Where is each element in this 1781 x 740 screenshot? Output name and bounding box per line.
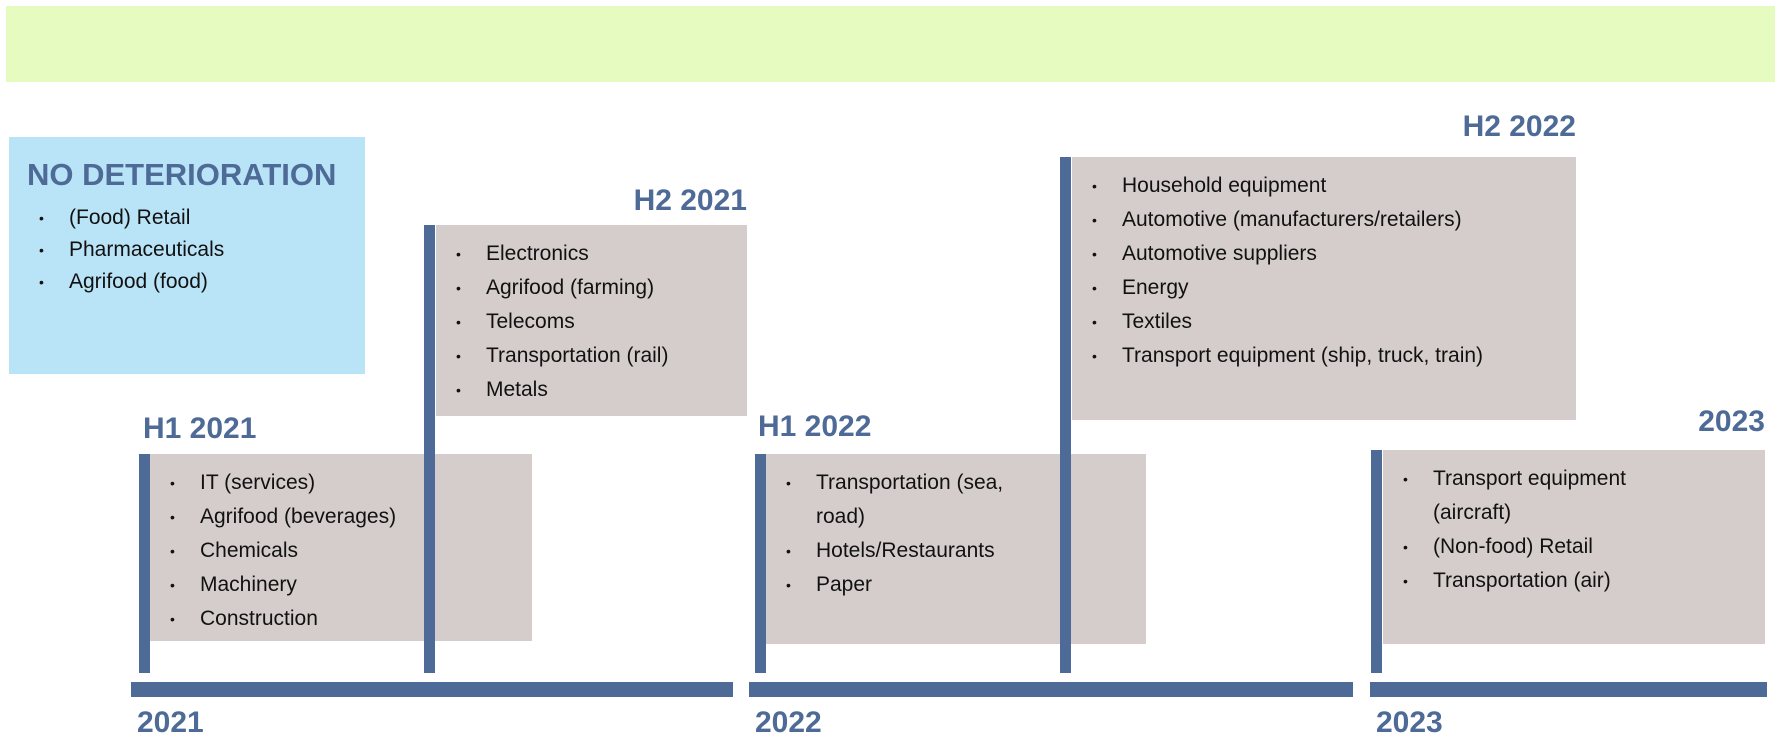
list-item: Transport equipment (aircraft) [1403,462,1703,530]
period-label: 2023 [1698,405,1765,438]
list-item: Electronics [456,237,756,271]
list-item: Automotive (manufacturers/retailers) [1092,203,1582,237]
year-label: 2023 [1376,706,1443,739]
year-label: 2021 [137,706,204,739]
item-list: Household equipmentAutomotive (manufactu… [1082,169,1582,373]
period-box: IT (services)Agrifood (beverages)Chemica… [150,454,532,641]
list-item: Machinery [170,568,540,602]
period-bar [424,225,435,673]
list-item: Construction [170,602,540,636]
period-bar [755,454,766,673]
list-item: Energy [1092,271,1582,305]
period-label: H1 2022 [758,410,872,443]
period-box: Transport equipment (aircraft)(Non-food)… [1383,450,1765,644]
list-item: Transportation (sea, road) [786,466,1046,534]
list-item: Textiles [1092,305,1582,339]
period-label: H1 2021 [143,412,257,445]
period-label: H2 2022 [1462,110,1576,143]
list-item: Hotels/Restaurants [786,534,1046,568]
period-box: ElectronicsAgrifood (farming)TelecomsTra… [436,225,747,416]
period-bar [139,454,150,673]
list-item: Agrifood (beverages) [170,500,540,534]
list-item: (Food) Retail [39,202,365,234]
list-item: Telecoms [456,305,756,339]
list-item: Metals [456,373,756,407]
no-deterioration-box: NO DETERIORATION (Food) RetailPharmaceut… [9,137,365,374]
list-item: Agrifood (food) [39,266,365,298]
list-item: Transportation (rail) [456,339,756,373]
list-item: Pharmaceuticals [39,234,365,266]
axis-bar [131,682,733,697]
period-bar [1371,450,1382,673]
axis-bar [1370,682,1767,697]
list-item: Paper [786,568,1046,602]
item-list: Transportation (sea, road)Hotels/Restaur… [776,466,1046,602]
axis-bar [749,682,1353,697]
year-label: 2022 [755,706,822,739]
period-box: Household equipmentAutomotive (manufactu… [1072,157,1576,420]
box-title: NO DETERIORATION [27,157,337,192]
list-item: IT (services) [170,466,540,500]
list-item: Transportation (air) [1403,564,1703,598]
item-list: ElectronicsAgrifood (farming)TelecomsTra… [446,237,756,407]
list-item: (Non-food) Retail [1403,530,1703,564]
item-list: (Food) RetailPharmaceuticalsAgrifood (fo… [27,202,365,298]
item-list: Transport equipment (aircraft)(Non-food)… [1393,462,1703,598]
period-bar [1060,157,1071,673]
list-item: Chemicals [170,534,540,568]
banner [6,6,1775,82]
period-box: Transportation (sea, road)Hotels/Restaur… [766,454,1146,644]
list-item: Household equipment [1092,169,1582,203]
list-item: Automotive suppliers [1092,237,1582,271]
item-list: IT (services)Agrifood (beverages)Chemica… [160,466,540,636]
list-item: Agrifood (farming) [456,271,756,305]
period-label: H2 2021 [633,184,747,217]
list-item: Transport equipment (ship, truck, train) [1092,339,1582,373]
